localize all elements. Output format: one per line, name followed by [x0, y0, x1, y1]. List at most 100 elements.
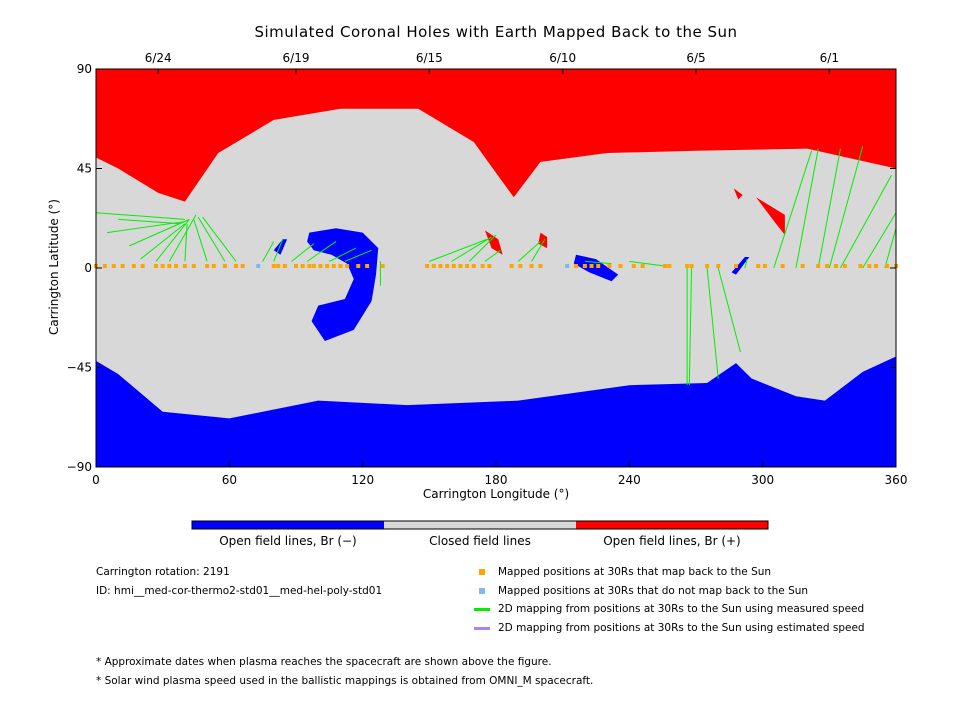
mapped-point-19 — [282, 264, 287, 268]
mapped-point-12 — [205, 264, 210, 268]
mapped-point-66 — [825, 264, 830, 268]
mapped-point-54 — [662, 264, 667, 268]
mapped-point-38 — [465, 264, 470, 268]
note-speed-source: * Solar wind plasma speed used in the ba… — [96, 675, 594, 687]
x-axis-label: Carrington Longitude (°) — [423, 487, 569, 501]
mapped-point-18 — [276, 264, 281, 268]
date-tick-label-3: 6/10 — [549, 51, 576, 65]
mapping-line-22 — [517, 241, 541, 262]
mapped-point-21 — [300, 264, 305, 268]
coronal-hole-negative-3 — [273, 239, 288, 255]
mapping-line-3 — [129, 218, 190, 247]
mapped-point-53 — [640, 264, 645, 268]
mapping-line-32 — [795, 148, 819, 269]
legend-label-3: 2D mapping from positions at 30Rs to the… — [498, 621, 865, 634]
mapping-line-11 — [262, 241, 275, 262]
colorbar: Open field lines, Br (−) Closed field lin… — [191, 520, 769, 548]
mapped-point-29 — [356, 264, 361, 268]
plot-area — [94, 69, 898, 467]
mapped-point-6 — [154, 264, 158, 268]
mapped-point-68 — [842, 264, 847, 268]
x-tick-label-0: 0 — [92, 473, 100, 487]
mapped-point-71 — [874, 264, 878, 268]
y-tick-label-90: 90 — [77, 62, 92, 76]
mapping-line-13 — [291, 243, 315, 262]
x-tick-label-240: 240 — [618, 473, 641, 487]
mapped-point-65 — [816, 264, 821, 268]
mapping-line-24 — [584, 260, 612, 265]
x-tick-label-120: 120 — [351, 473, 374, 487]
colorbar-label-1: Closed field lines — [429, 534, 531, 548]
mapped-point-15 — [234, 264, 238, 268]
mapped-point-61 — [756, 264, 761, 268]
mapped-point-2 — [111, 264, 116, 268]
mapping-line-35 — [840, 174, 892, 269]
mapping-line-36 — [862, 212, 897, 269]
mapped-point-50 — [607, 264, 612, 268]
mapping-line-33 — [817, 148, 841, 269]
coronal-hole-positive-7 — [538, 232, 548, 249]
mapping-line-8 — [193, 219, 208, 262]
mapping-line-27 — [688, 267, 693, 386]
mapped-point-4 — [131, 264, 136, 268]
mapping-line-21 — [484, 249, 501, 262]
mapped-point-72 — [885, 264, 890, 268]
mapped-point-69 — [858, 264, 863, 268]
mapped-point-7 — [160, 264, 165, 268]
mapped-point-62 — [762, 264, 767, 268]
coronal-hole-positive-6 — [484, 230, 503, 255]
y-tick-label--45: −45 — [67, 361, 92, 375]
coronal-hole-negative-5 — [731, 256, 750, 275]
date-tick-label-5: 6/1 — [820, 51, 839, 65]
mapping-line-34 — [828, 146, 864, 269]
mapping-line-12 — [273, 239, 284, 262]
mapped-point-9 — [174, 264, 178, 268]
mapped-point-35 — [445, 264, 450, 268]
mapping-line-18 — [429, 238, 488, 262]
mapping-line-15 — [329, 247, 357, 262]
model-id-label: ID: hmi__med-cor-thermo2-std01__med-hel-… — [96, 585, 383, 597]
mapping-line-7 — [184, 223, 188, 262]
legend-label-2: 2D mapping from positions at 30Rs to the… — [498, 603, 865, 615]
y-tick-label-0: 0 — [84, 261, 92, 275]
mapping-line-31 — [773, 150, 813, 269]
mapped-point-11 — [191, 264, 196, 268]
mapped-point-26 — [331, 264, 336, 268]
mapped-point-36 — [451, 264, 456, 268]
coronal-hole-negative-1 — [96, 356, 896, 467]
mapping-line-5 — [155, 219, 190, 262]
mapped-point-13 — [211, 264, 216, 268]
x-tick-label-60: 60 — [222, 473, 237, 487]
mapped-point-30 — [365, 264, 370, 268]
mapped-point-24 — [318, 264, 323, 268]
mapped-point-31 — [380, 264, 385, 268]
mapped-point-45 — [538, 264, 543, 268]
mapping-line-28 — [706, 267, 719, 379]
mapping-line-29 — [717, 267, 741, 353]
y-tick-label--90: −90 — [67, 460, 92, 474]
mapped-point-42 — [509, 264, 514, 268]
unmapped-point-1 — [565, 264, 570, 268]
mapped-point-41 — [487, 264, 492, 268]
mapped-point-43 — [518, 264, 523, 268]
date-tick-label-0: 6/24 — [145, 51, 172, 65]
coronal-hole-positive-0 — [96, 69, 896, 202]
mapped-point-23 — [311, 264, 316, 268]
mapped-point-60 — [734, 264, 738, 268]
mapping-line-16 — [344, 249, 372, 262]
mapped-point-51 — [618, 264, 623, 268]
mapped-point-33 — [431, 264, 436, 268]
mapped-point-39 — [471, 264, 476, 268]
legend-swatch-2 — [474, 608, 490, 611]
mapping-line-6 — [168, 214, 197, 262]
legend-swatch-1 — [479, 587, 485, 594]
chart-title: Simulated Coronal Holes with Earth Mappe… — [254, 23, 737, 41]
colorbar-segment-2 — [576, 521, 768, 529]
mapped-point-49 — [596, 264, 601, 268]
date-tick-label-2: 6/15 — [416, 51, 443, 65]
legend-label-0: Mapped positions at 30Rs that map back t… — [498, 566, 772, 578]
x-tick-label-300: 300 — [751, 473, 774, 487]
mapped-point-17 — [271, 264, 276, 268]
colorbar-label-2: Open field lines, Br (+) — [603, 534, 741, 548]
